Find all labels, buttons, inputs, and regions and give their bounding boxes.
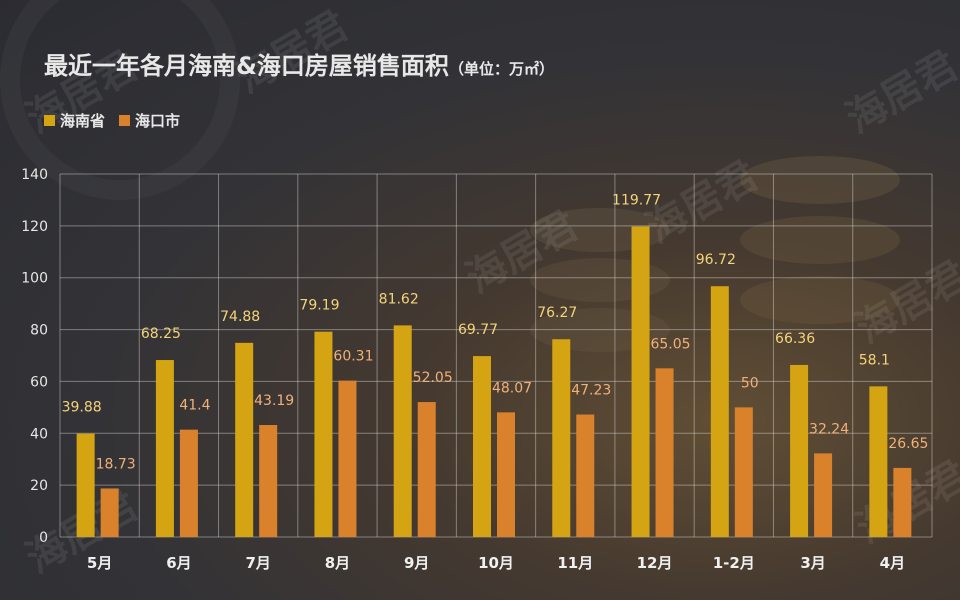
data-label-haikou: 50 (741, 375, 759, 391)
bar-hainan (314, 331, 333, 537)
data-label-hainan: 81.62 (379, 291, 419, 307)
bar-hainan (235, 342, 254, 537)
bar-hainan (710, 286, 729, 537)
data-label-haikou: 48.07 (492, 380, 532, 396)
y-tick-label: 80 (30, 323, 48, 339)
bar-hainan (869, 386, 888, 537)
x-tick-label: 4月 (880, 554, 905, 572)
data-label-haikou: 41.4 (179, 398, 210, 414)
bar-hainan (155, 360, 174, 537)
y-tick-label: 120 (21, 219, 48, 235)
data-label-hainan: 66.36 (775, 331, 815, 347)
data-label-hainan: 39.88 (62, 400, 102, 416)
data-label-hainan: 96.72 (696, 252, 736, 268)
bar-hainan (631, 226, 650, 538)
x-tick-label: 11月 (557, 554, 593, 572)
data-label-hainan: 68.25 (141, 326, 181, 342)
data-label-hainan: 76.27 (537, 305, 577, 321)
data-label-hainan: 119.77 (612, 192, 661, 208)
data-label-haikou: 47.23 (571, 383, 611, 399)
x-tick-label: 10月 (478, 554, 514, 572)
bar-haikou (576, 414, 595, 537)
chart-title-unit: （单位：万㎡） (448, 60, 554, 78)
x-tick-label: 8月 (325, 554, 350, 572)
data-label-haikou: 65.05 (650, 336, 690, 352)
bar-haikou (655, 368, 674, 537)
bar-hainan (76, 433, 95, 537)
data-label-hainan: 58.1 (859, 352, 890, 368)
legend-label: 海南省 (60, 112, 106, 130)
bar-haikou (179, 429, 198, 537)
legend-item-haikou: 海口市 (119, 110, 180, 131)
bar-haikou (259, 425, 278, 537)
x-tick-label: 1-2月 (713, 554, 755, 572)
x-tick-label: 3月 (800, 554, 825, 572)
y-tick-label: 40 (30, 426, 48, 442)
data-label-hainan: 74.88 (220, 309, 260, 325)
legend-swatch (44, 115, 55, 126)
data-label-haikou: 52.05 (413, 370, 453, 386)
bar-haikou (893, 467, 912, 537)
data-label-hainan: 79.19 (299, 298, 339, 314)
data-label-haikou: 18.73 (96, 456, 136, 472)
chart-title-text: 最近一年各月海南&海口房屋销售面积 (44, 52, 449, 80)
x-tick-label: 9月 (404, 554, 429, 572)
bar-haikou (734, 407, 753, 537)
data-label-hainan: 69.77 (458, 322, 498, 338)
data-label-haikou: 26.65 (888, 436, 928, 452)
x-tick-label: 12月 (637, 554, 673, 572)
bar-haikou (417, 402, 436, 537)
bar-hainan (790, 364, 809, 537)
x-tick-label: 6月 (166, 554, 191, 572)
y-tick-label: 60 (30, 374, 48, 390)
bar-hainan (473, 356, 491, 537)
data-label-haikou: 60.31 (333, 349, 373, 365)
bar-haikou (814, 453, 833, 537)
y-tick-label: 20 (30, 478, 48, 494)
bar-hainan (393, 325, 412, 537)
legend: 海南省 海口市 (44, 110, 180, 131)
bar-haikou (338, 380, 357, 537)
bar-haikou (100, 488, 119, 537)
legend-label: 海口市 (135, 112, 181, 130)
chart-title: 最近一年各月海南&海口房屋销售面积（单位：万㎡） (44, 46, 554, 81)
legend-item-hainan: 海南省 (44, 110, 105, 131)
bar-haikou (497, 412, 515, 537)
x-tick-label: 7月 (245, 554, 270, 572)
data-label-haikou: 32.24 (809, 421, 849, 437)
y-tick-label: 0 (39, 530, 48, 546)
legend-swatch (119, 115, 131, 126)
y-tick-label: 140 (21, 167, 48, 183)
data-label-haikou: 43.19 (254, 393, 294, 409)
bar-hainan (552, 339, 571, 537)
y-tick-label: 100 (21, 271, 48, 287)
x-tick-label: 5月 (87, 554, 112, 572)
